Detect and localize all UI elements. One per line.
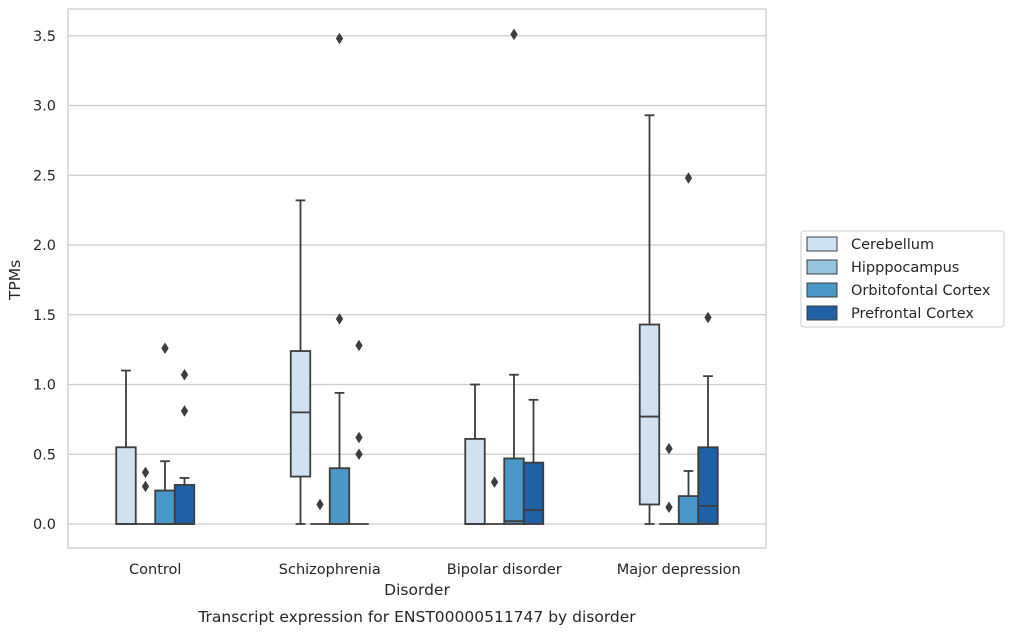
legend-swatch [806, 305, 838, 321]
legend-label: Orbitofontal Cortex [851, 283, 991, 299]
box-body [677, 495, 700, 525]
x-tick-label: Bipolar disorder [447, 562, 562, 578]
box-cerebellum [464, 383, 486, 525]
outlier-point [335, 32, 344, 45]
legend-label: Cerebellum [851, 237, 934, 253]
y-tick-labels: 0.0 0.5 1.0 1.5 2.0 2.5 3.0 3.5 [33, 29, 56, 533]
outlier-point [684, 172, 693, 184]
box-prefrontal-cortex [522, 398, 545, 525]
box-prefrontal-cortex [349, 339, 369, 525]
box-body [173, 484, 196, 525]
y-tick-label: 3.0 [33, 99, 56, 115]
legend-label: Hipppocampus [851, 260, 959, 276]
y-tick-label: 1.5 [33, 308, 56, 324]
outlier-point [665, 442, 673, 455]
legend: Cerebellum Hipppocampus Orbitofontal Corte… [800, 230, 1005, 328]
box-hipppocampus [659, 442, 679, 525]
outlier-point [355, 339, 363, 352]
legend-label: Prefrontal Cortex [851, 306, 974, 322]
legend-frame [800, 230, 1005, 328]
outlier-point [141, 466, 150, 479]
box-body [328, 467, 351, 525]
box-body [503, 457, 525, 525]
box-body [115, 446, 137, 525]
box-body [697, 446, 719, 525]
y-tick-label: 2.0 [33, 238, 56, 254]
x-axis-title: Disorder [384, 581, 450, 599]
outlier-point [490, 476, 499, 488]
outlier-point [510, 28, 518, 41]
outlier-point [180, 405, 189, 417]
y-tick-label: 0.0 [33, 517, 56, 533]
outlier-point [180, 368, 189, 381]
outlier-point [335, 313, 344, 325]
box-orbitofontal-cortex [154, 342, 176, 525]
box-cerebellum [638, 114, 661, 525]
outlier-point [355, 448, 363, 460]
box-layer [115, 28, 719, 525]
box-cerebellum [115, 369, 137, 525]
box-body [522, 461, 545, 525]
box-hipppocampus [135, 466, 156, 525]
y-tick-label: 1.0 [33, 378, 56, 394]
box-orbitofontal-cortex [328, 32, 351, 525]
box-hipppocampus [484, 476, 505, 525]
box-body [289, 350, 312, 478]
y-tick-label: 3.5 [33, 29, 56, 45]
box-body [638, 323, 661, 506]
box-prefrontal-cortex [697, 311, 719, 525]
outlier-point [316, 498, 324, 511]
outlier-point [665, 501, 673, 514]
legend-swatch [806, 259, 838, 275]
box-orbitofontal-cortex [503, 28, 525, 525]
box-body [464, 438, 486, 525]
plot-area-frame [67, 8, 767, 549]
legend-items: Cerebellum Hipppocampus Orbitofontal Corte… [806, 236, 991, 322]
outlier-point [355, 431, 363, 444]
box-cerebellum [289, 199, 312, 525]
y-tick-label: 2.5 [33, 168, 56, 184]
outlier-point [704, 311, 712, 324]
y-tick-label: 0.5 [33, 447, 56, 463]
outlier-point [141, 480, 150, 493]
x-tick-labels: Control Schizophrenia Bipolar disorder Majo… [129, 562, 741, 578]
legend-swatch [806, 282, 838, 298]
box-body [154, 489, 176, 525]
y-axis-title: TPMs [6, 260, 24, 301]
x-tick-label: Control [129, 562, 181, 578]
chart-caption: Transcript expression for ENST0000051174… [197, 608, 636, 626]
box-hipppocampus [310, 498, 330, 525]
outlier-point [161, 342, 169, 354]
grid-layer [68, 35, 766, 525]
x-tick-label: Schizophrenia [279, 562, 381, 578]
legend-swatch [806, 236, 838, 252]
box-prefrontal-cortex [173, 368, 196, 525]
box-orbitofontal-cortex [677, 172, 700, 525]
x-tick-label: Major depression [617, 562, 741, 578]
